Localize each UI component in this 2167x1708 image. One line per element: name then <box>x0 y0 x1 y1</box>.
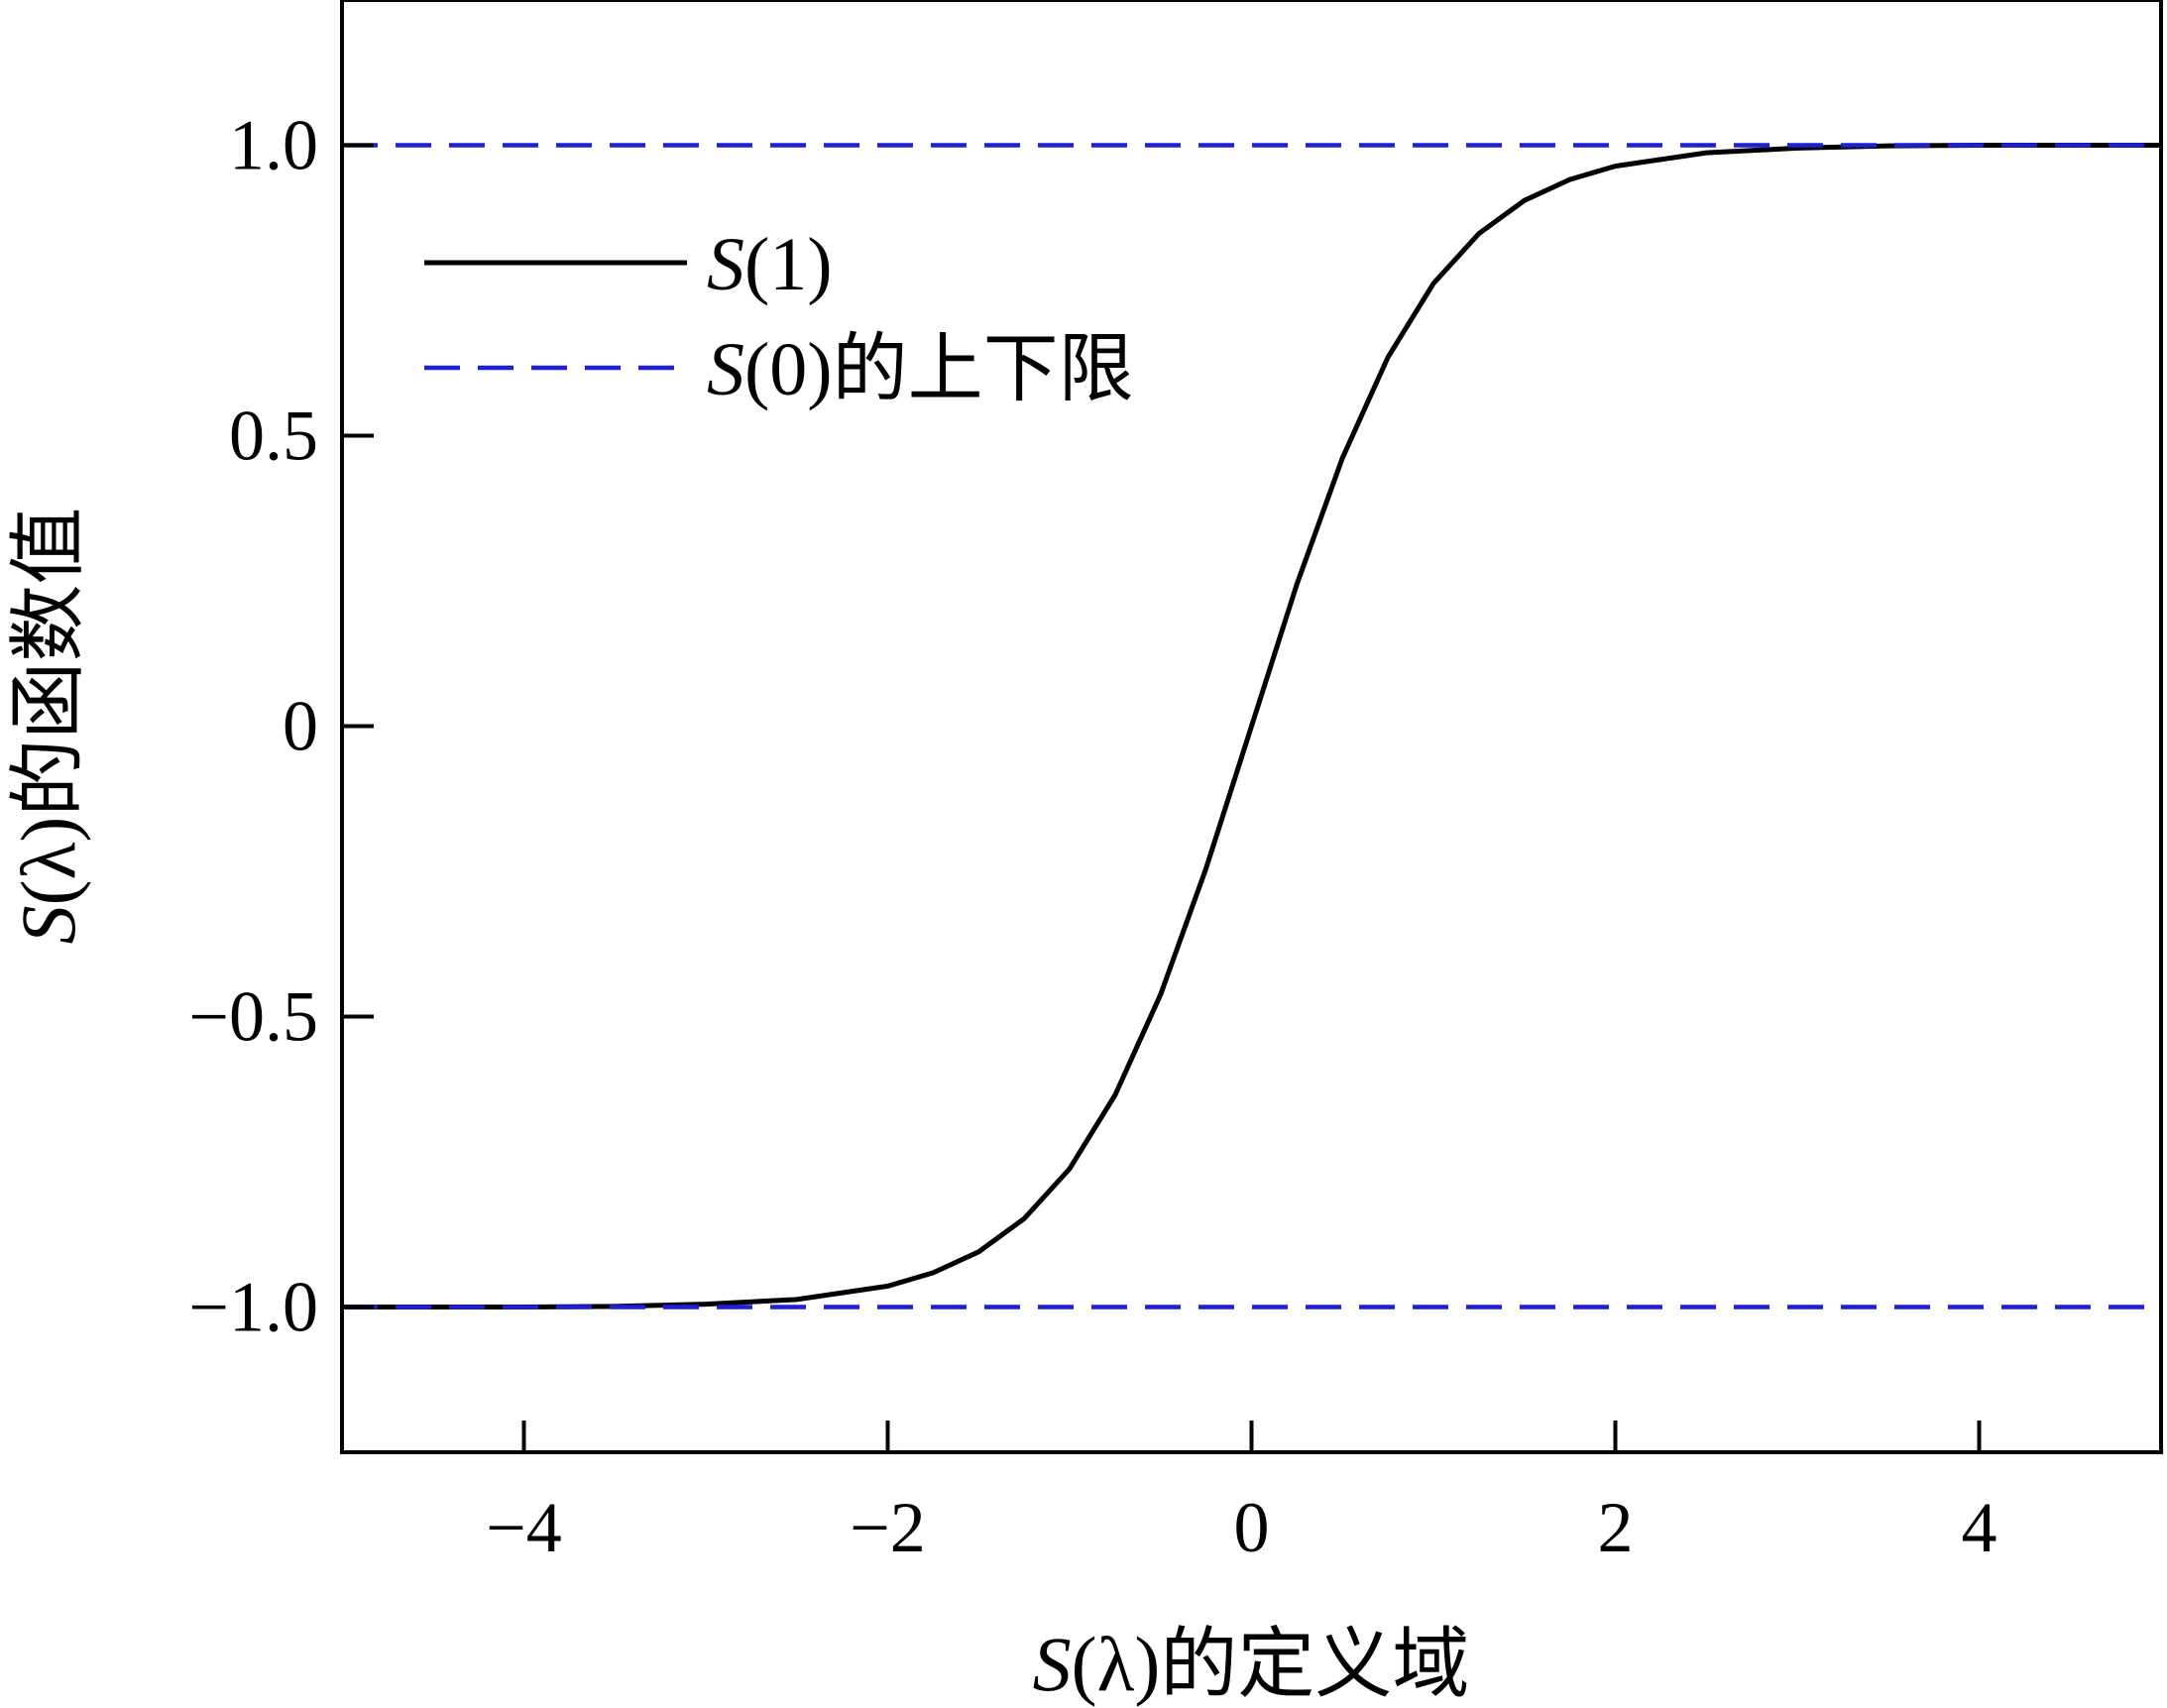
x-tick-label: −2 <box>850 1488 926 1567</box>
series-line-s1 <box>342 143 2161 1309</box>
legend-label-bounds: S(0)的上下限 <box>707 328 1134 411</box>
x-tick-label: 2 <box>1598 1488 1634 1567</box>
y-tick-label: 0.5 <box>229 397 318 476</box>
y-tick-label: −1.0 <box>188 1268 318 1347</box>
plot-layer <box>342 143 2161 1309</box>
x-tick-label: 0 <box>1234 1488 1270 1567</box>
y-axis-ticks: −1.0 −0.5 0 0.5 1.0 <box>188 106 374 1347</box>
x-tick-label: 4 <box>1962 1488 1997 1567</box>
y-tick-label: 0 <box>283 687 318 766</box>
y-tick-label: −0.5 <box>188 977 318 1057</box>
x-tick-label: −4 <box>486 1488 562 1567</box>
y-axis-title: S(λ)的函数值 <box>5 508 91 945</box>
y-tick-label: 1.0 <box>229 106 318 185</box>
x-axis-ticks: −4 −2 0 2 4 <box>486 1421 1997 1567</box>
x-axis-title: S(λ)的定义域 <box>1033 1621 1470 1707</box>
legend-label-s1: S(1) <box>707 223 833 306</box>
legend: S(1) S(0)的上下限 <box>424 223 1134 411</box>
